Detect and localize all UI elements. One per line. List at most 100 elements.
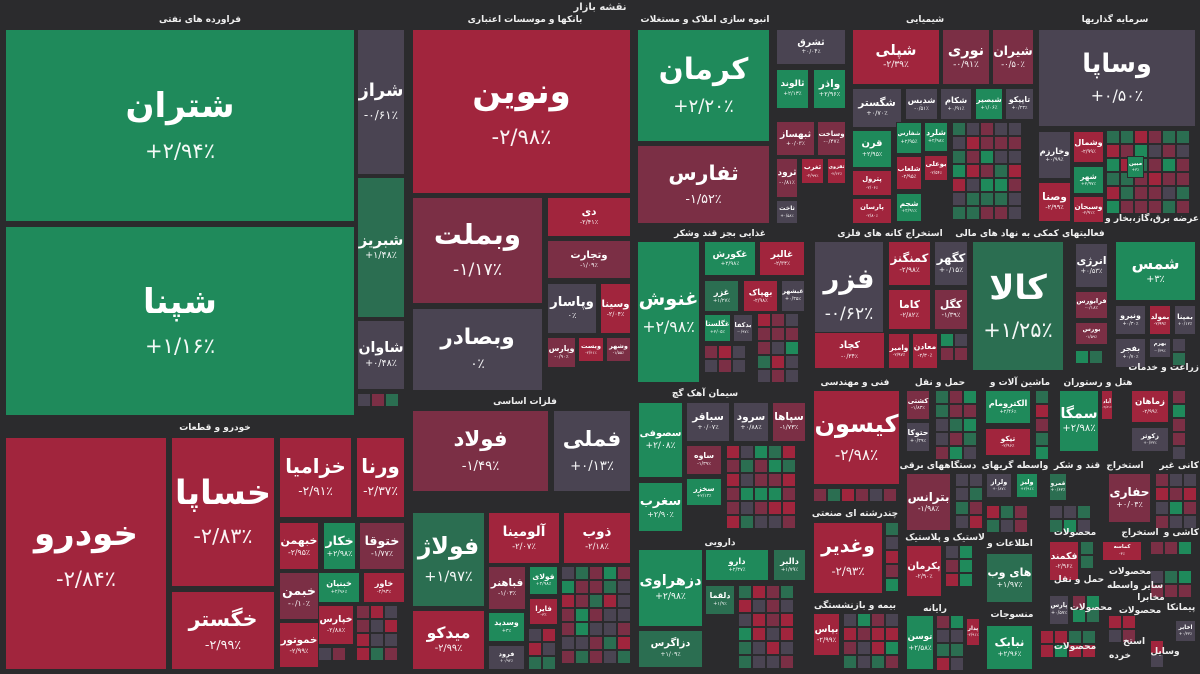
- filler-tile[interactable]: [589, 650, 603, 664]
- filler-tile[interactable]: [782, 473, 796, 487]
- filler-tile[interactable]: [782, 459, 796, 473]
- filler-tile[interactable]: [589, 594, 603, 608]
- filler-tile[interactable]: [1008, 122, 1022, 136]
- filler-tile[interactable]: [935, 390, 949, 404]
- stock-tile[interactable]: شتران +۲/۹۴٪: [5, 29, 355, 222]
- filler-tile[interactable]: [952, 206, 966, 220]
- filler-tile[interactable]: [952, 178, 966, 192]
- filler-tile[interactable]: [1162, 186, 1176, 200]
- filler-tile[interactable]: [766, 585, 780, 599]
- stock-tile[interactable]: وخارزم +۰/۹۹٪: [1038, 131, 1071, 179]
- stock-tile[interactable]: شیران -۰/۵۰٪: [992, 29, 1034, 85]
- filler-tile[interactable]: [603, 580, 617, 594]
- filler-tile[interactable]: [871, 627, 885, 641]
- filler-tile[interactable]: [843, 641, 857, 655]
- stock-tile[interactable]: ونیرو +۰/۳۰٪: [1115, 305, 1146, 335]
- filler-tile[interactable]: [1172, 404, 1186, 418]
- filler-tile[interactable]: [603, 608, 617, 622]
- filler-tile[interactable]: [871, 613, 885, 627]
- stock-tile[interactable]: غبشهر +۰/۳۵٪: [781, 280, 805, 312]
- stock-tile[interactable]: ثالوند +۲/۱۳٪: [776, 69, 809, 109]
- stock-tile[interactable]: سصوفی +۲/۰۸٪: [638, 402, 683, 478]
- filler-tile[interactable]: [966, 122, 980, 136]
- stock-tile[interactable]: شپنا +۱/۱۶٪: [5, 226, 355, 416]
- filler-tile[interactable]: [356, 619, 370, 633]
- filler-tile[interactable]: [1148, 144, 1162, 158]
- filler-tile[interactable]: [528, 628, 542, 642]
- stock-tile[interactable]: فکمند -۲/۹۶٪: [1049, 541, 1079, 581]
- filler-tile[interactable]: [1106, 186, 1120, 200]
- filler-tile[interactable]: [885, 536, 899, 550]
- filler-tile[interactable]: [1176, 144, 1190, 158]
- filler-tile[interactable]: [1086, 595, 1100, 609]
- filler-tile[interactable]: [528, 642, 542, 656]
- filler-tile[interactable]: [966, 178, 980, 192]
- filler-tile[interactable]: [752, 585, 766, 599]
- stock-tile[interactable]: سباقر +۰/۰۷٪: [686, 402, 730, 442]
- filler-tile[interactable]: [1150, 654, 1164, 668]
- filler-tile[interactable]: [994, 136, 1008, 150]
- filler-tile[interactable]: [1178, 584, 1192, 598]
- filler-tile[interactable]: [589, 580, 603, 594]
- filler-tile[interactable]: [955, 487, 969, 501]
- filler-tile[interactable]: [855, 488, 869, 502]
- filler-tile[interactable]: [969, 473, 983, 487]
- filler-tile[interactable]: [726, 501, 740, 515]
- stock-tile[interactable]: ورنا -۲/۳۷٪: [356, 437, 405, 518]
- filler-tile[interactable]: [771, 369, 785, 383]
- filler-tile[interactable]: [1172, 446, 1186, 460]
- filler-tile[interactable]: [766, 655, 780, 669]
- filler-tile[interactable]: [1054, 644, 1068, 658]
- stock-tile[interactable]: فایرا -۳٪: [529, 598, 558, 625]
- filler-tile[interactable]: [370, 633, 384, 647]
- filler-tile[interactable]: [1049, 519, 1063, 533]
- filler-tile[interactable]: [1000, 519, 1014, 533]
- filler-tile[interactable]: [1082, 630, 1096, 644]
- stock-tile[interactable]: خکار +۲/۹۸٪: [323, 522, 356, 570]
- stock-tile[interactable]: ثشرق +۰/۰۴٪: [776, 29, 846, 65]
- stock-tile[interactable]: کچاد -۰/۳۴٪: [814, 332, 885, 369]
- stock-tile[interactable]: اخابر +۰/۳۳٪: [1175, 620, 1196, 642]
- filler-tile[interactable]: [617, 580, 631, 594]
- filler-tile[interactable]: [1169, 515, 1183, 529]
- stock-tile[interactable]: پارس +۰/۵۷٪: [1049, 595, 1069, 625]
- stock-tile[interactable]: وامیر -۲/۹۷٪: [888, 333, 910, 369]
- stock-tile[interactable]: بورس -۱/۵۹٪: [1075, 322, 1108, 345]
- filler-tile[interactable]: [1068, 630, 1082, 644]
- stock-tile[interactable]: سرود +۰/۸۸٪: [733, 402, 769, 442]
- stock-tile[interactable]: شپلی -۲/۳۹٪: [852, 29, 940, 85]
- filler-tile[interactable]: [384, 605, 398, 619]
- filler-tile[interactable]: [955, 515, 969, 529]
- filler-tile[interactable]: [1178, 570, 1192, 584]
- filler-tile[interactable]: [726, 473, 740, 487]
- stock-tile[interactable]: کماسه -۳٪: [1102, 541, 1142, 561]
- filler-tile[interactable]: [966, 136, 980, 150]
- filler-tile[interactable]: [885, 655, 899, 669]
- filler-tile[interactable]: [1155, 501, 1169, 515]
- filler-tile[interactable]: [936, 643, 950, 657]
- stock-tile[interactable]: شفارس +۲/۹۵٪: [896, 122, 922, 154]
- filler-tile[interactable]: [766, 641, 780, 655]
- filler-tile[interactable]: [542, 642, 556, 656]
- stock-tile[interactable]: کمنگنز -۲/۹۸٪: [888, 241, 931, 286]
- stock-tile[interactable]: وسبحان -۲/۹۱٪: [1073, 196, 1104, 223]
- filler-tile[interactable]: [969, 487, 983, 501]
- filler-tile[interactable]: [738, 655, 752, 669]
- filler-tile[interactable]: [782, 445, 796, 459]
- filler-tile[interactable]: [768, 445, 782, 459]
- stock-tile[interactable]: فملی +۰/۱۳٪: [553, 410, 631, 492]
- filler-tile[interactable]: [1072, 595, 1086, 609]
- filler-tile[interactable]: [963, 390, 977, 404]
- filler-tile[interactable]: [757, 313, 771, 327]
- stock-tile[interactable]: شراز -۰/۶۱٪: [357, 29, 405, 175]
- filler-tile[interactable]: [318, 647, 332, 661]
- filler-tile[interactable]: [782, 515, 796, 529]
- filler-tile[interactable]: [949, 432, 963, 446]
- filler-tile[interactable]: [754, 459, 768, 473]
- filler-tile[interactable]: [1080, 541, 1094, 555]
- filler-tile[interactable]: [740, 501, 754, 515]
- filler-tile[interactable]: [617, 650, 631, 664]
- filler-tile[interactable]: [871, 641, 885, 655]
- filler-tile[interactable]: [752, 613, 766, 627]
- filler-tile[interactable]: [1035, 446, 1049, 460]
